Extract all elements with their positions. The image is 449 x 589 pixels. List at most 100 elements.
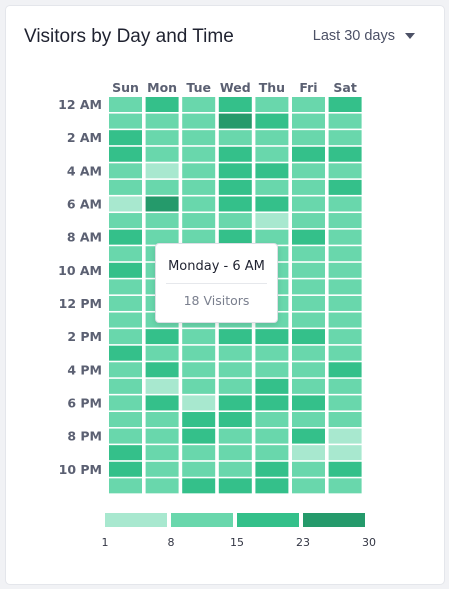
heatmap-cell[interactable] bbox=[145, 412, 179, 428]
heatmap-cell[interactable] bbox=[255, 412, 289, 428]
heatmap-cell[interactable] bbox=[328, 478, 362, 494]
heatmap-cell[interactable] bbox=[145, 329, 179, 345]
heatmap-cell[interactable] bbox=[145, 362, 179, 378]
heatmap-cell[interactable] bbox=[109, 146, 142, 162]
heatmap-cell[interactable] bbox=[145, 345, 179, 361]
heatmap-cell[interactable] bbox=[218, 130, 252, 146]
heatmap-cell[interactable] bbox=[292, 196, 325, 212]
heatmap-cell[interactable] bbox=[292, 246, 325, 262]
heatmap-cell[interactable] bbox=[182, 378, 216, 394]
heatmap-cell[interactable] bbox=[292, 113, 325, 129]
heatmap-cell[interactable] bbox=[182, 146, 216, 162]
heatmap-cell[interactable] bbox=[255, 329, 289, 345]
heatmap-cell[interactable] bbox=[328, 146, 362, 162]
heatmap-cell[interactable] bbox=[255, 478, 289, 494]
heatmap-cell[interactable] bbox=[109, 378, 142, 394]
heatmap-cell[interactable] bbox=[218, 97, 252, 112]
heatmap-cell[interactable] bbox=[255, 179, 289, 195]
heatmap-cell[interactable] bbox=[109, 279, 142, 295]
heatmap-cell[interactable] bbox=[145, 378, 179, 394]
heatmap-cell[interactable] bbox=[182, 213, 216, 229]
heatmap-cell[interactable] bbox=[292, 213, 325, 229]
heatmap-cell[interactable] bbox=[328, 295, 362, 311]
heatmap-cell[interactable] bbox=[218, 378, 252, 394]
heatmap-cell[interactable] bbox=[109, 213, 142, 229]
heatmap-cell[interactable] bbox=[328, 113, 362, 129]
heatmap-cell[interactable] bbox=[218, 329, 252, 345]
heatmap-cell[interactable] bbox=[218, 213, 252, 229]
heatmap-cell[interactable] bbox=[292, 378, 325, 394]
heatmap-cell[interactable] bbox=[328, 229, 362, 245]
heatmap-cell[interactable] bbox=[109, 362, 142, 378]
heatmap-cell[interactable] bbox=[292, 279, 325, 295]
heatmap-cell[interactable] bbox=[292, 412, 325, 428]
heatmap-cell[interactable] bbox=[292, 97, 325, 112]
heatmap-cell[interactable] bbox=[292, 345, 325, 361]
heatmap-cell[interactable] bbox=[109, 196, 142, 212]
heatmap-cell[interactable] bbox=[218, 113, 252, 129]
heatmap-cell[interactable] bbox=[218, 163, 252, 179]
heatmap-cell[interactable] bbox=[182, 130, 216, 146]
heatmap-cell[interactable] bbox=[255, 445, 289, 461]
heatmap-cell[interactable] bbox=[328, 179, 362, 195]
heatmap-cell[interactable] bbox=[292, 295, 325, 311]
heatmap-cell[interactable] bbox=[109, 478, 142, 494]
heatmap-cell[interactable] bbox=[145, 130, 179, 146]
heatmap-cell[interactable] bbox=[292, 130, 325, 146]
heatmap-cell[interactable] bbox=[145, 163, 179, 179]
heatmap-cell[interactable] bbox=[145, 229, 179, 245]
heatmap-cell[interactable] bbox=[109, 295, 142, 311]
heatmap-cell[interactable] bbox=[292, 163, 325, 179]
heatmap-cell[interactable] bbox=[182, 478, 216, 494]
heatmap-cell[interactable] bbox=[255, 362, 289, 378]
heatmap-cell[interactable] bbox=[182, 97, 216, 112]
heatmap-cell[interactable] bbox=[218, 461, 252, 477]
heatmap-cell[interactable] bbox=[255, 461, 289, 477]
heatmap-cell[interactable] bbox=[182, 362, 216, 378]
heatmap-cell[interactable] bbox=[109, 179, 142, 195]
heatmap-cell[interactable] bbox=[292, 478, 325, 494]
heatmap-cell[interactable] bbox=[255, 163, 289, 179]
heatmap-cell[interactable] bbox=[255, 395, 289, 411]
heatmap-cell[interactable] bbox=[255, 345, 289, 361]
heatmap-cell[interactable] bbox=[292, 428, 325, 444]
heatmap-cell[interactable] bbox=[182, 196, 216, 212]
heatmap-cell[interactable] bbox=[109, 262, 142, 278]
heatmap-cell[interactable] bbox=[109, 163, 142, 179]
heatmap-cell[interactable] bbox=[292, 329, 325, 345]
heatmap-cell[interactable] bbox=[145, 179, 179, 195]
heatmap-cell[interactable] bbox=[109, 345, 142, 361]
heatmap-cell[interactable] bbox=[255, 97, 289, 112]
heatmap-cell[interactable] bbox=[292, 262, 325, 278]
heatmap-cell[interactable] bbox=[218, 428, 252, 444]
heatmap-cell[interactable] bbox=[182, 428, 216, 444]
heatmap-cell[interactable] bbox=[182, 412, 216, 428]
heatmap-cell[interactable] bbox=[328, 445, 362, 461]
heatmap-cell[interactable] bbox=[328, 279, 362, 295]
heatmap-cell[interactable] bbox=[109, 445, 142, 461]
heatmap-cell[interactable] bbox=[145, 395, 179, 411]
heatmap-cell[interactable] bbox=[182, 163, 216, 179]
heatmap-cell[interactable] bbox=[328, 378, 362, 394]
heatmap-cell[interactable] bbox=[218, 345, 252, 361]
heatmap-cell[interactable] bbox=[182, 113, 216, 129]
heatmap-cell[interactable] bbox=[328, 213, 362, 229]
heatmap-cell[interactable] bbox=[255, 113, 289, 129]
heatmap-cell[interactable] bbox=[182, 445, 216, 461]
heatmap-cell[interactable] bbox=[145, 461, 179, 477]
heatmap-cell[interactable] bbox=[109, 412, 142, 428]
heatmap-cell[interactable] bbox=[218, 445, 252, 461]
heatmap-cell[interactable] bbox=[182, 461, 216, 477]
date-range-dropdown[interactable]: Last 30 days bbox=[313, 28, 415, 44]
heatmap-cell[interactable] bbox=[255, 428, 289, 444]
heatmap-cell[interactable] bbox=[182, 329, 216, 345]
heatmap-cell[interactable] bbox=[145, 445, 179, 461]
heatmap-cell[interactable] bbox=[109, 312, 142, 328]
heatmap-cell[interactable] bbox=[328, 312, 362, 328]
heatmap-cell[interactable] bbox=[109, 97, 142, 112]
heatmap-cell[interactable] bbox=[328, 246, 362, 262]
heatmap-cell[interactable] bbox=[145, 428, 179, 444]
heatmap-cell[interactable] bbox=[182, 345, 216, 361]
heatmap-cell[interactable] bbox=[292, 312, 325, 328]
heatmap-cell[interactable] bbox=[109, 329, 142, 345]
